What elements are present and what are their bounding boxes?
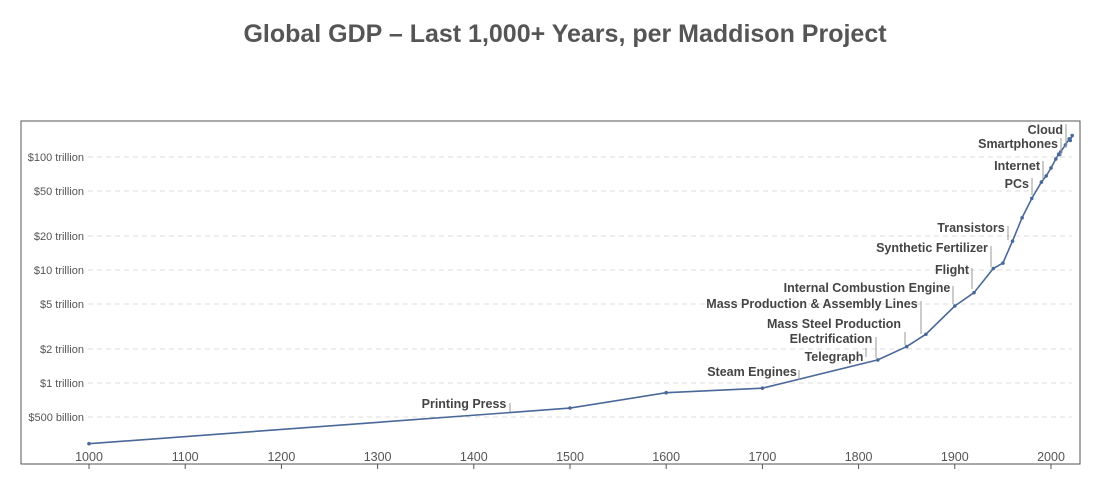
data-point [1020, 215, 1024, 220]
data-point [1054, 157, 1058, 161]
annotation-label: Steam Engines [707, 365, 797, 379]
y-tick-label: $1 trillion [40, 378, 84, 390]
y-tick-label: $2 trillion [40, 344, 84, 356]
annotation-label: Electrification [790, 332, 873, 346]
x-tick-label: 1500 [556, 450, 584, 464]
data-point [972, 290, 976, 295]
annotation-label: Telegraph [805, 350, 864, 364]
annotation-label: Smartphones [978, 137, 1058, 151]
y-axis-ticks: $500 billion $1 trillion $2 trillion $5 tri… [28, 152, 84, 424]
annotation-label: Internal Combustion Engine [784, 281, 951, 295]
y-tick-label: $10 trillion [34, 265, 84, 277]
data-point [924, 332, 928, 337]
annotation-label: Transistors [937, 221, 1004, 235]
data-point [1049, 166, 1053, 170]
x-axis-ticks: 1000 1100 1200 1300 1400 1500 1600 1700 1800 1900… [75, 450, 1065, 469]
y-tick-label: $20 trillion [34, 231, 84, 243]
x-tick-label: 1400 [460, 450, 488, 464]
x-tick-label: 1700 [748, 450, 776, 464]
data-point [904, 344, 909, 349]
x-tick-label: 1800 [845, 450, 873, 464]
data-point [876, 358, 880, 362]
annotation-label: Synthetic Fertilizer [876, 241, 988, 255]
annotation-label: Mass Steel Production [767, 317, 901, 331]
y-tick-label: $50 trillion [34, 186, 84, 198]
x-tick-label: 2000 [1037, 450, 1065, 464]
data-point [1044, 174, 1048, 178]
data-point [1001, 261, 1005, 265]
chart-title: Global GDP – Last 1,000+ Years, per Madd… [243, 20, 887, 48]
data-point [1068, 138, 1073, 143]
data-point [1070, 133, 1074, 138]
x-tick-label: 1300 [364, 450, 392, 464]
data-point [1063, 143, 1068, 147]
y-tick-label: $100 trillion [28, 152, 84, 164]
annotation-label: Mass Production & Assembly Lines [706, 297, 917, 311]
gridlines [88, 156, 1072, 418]
y-tick-label: $5 trillion [40, 299, 84, 311]
data-point [87, 441, 91, 446]
x-tick-label: 1200 [267, 450, 295, 464]
annotation-label: Internet [994, 159, 1041, 173]
x-tick-label: 1100 [172, 450, 199, 464]
data-point [1029, 196, 1034, 201]
data-point [664, 390, 668, 395]
data-point [568, 406, 572, 410]
annotation-label: Printing Press [422, 397, 507, 411]
data-point [953, 304, 957, 308]
y-tick-label: $500 billion [28, 412, 84, 424]
data-point [991, 266, 996, 271]
data-point [1039, 180, 1044, 184]
plot-frame [20, 120, 1081, 465]
x-tick-label: 1900 [941, 450, 969, 464]
data-point [1010, 239, 1015, 243]
annotations-layer: Printing Press Steam Engines Telegraph Elec… [422, 123, 1067, 412]
annotation-label: PCs [1005, 177, 1029, 191]
x-tick-label: 1600 [652, 450, 680, 464]
data-point [760, 386, 765, 390]
x-tick-label: 1000 [75, 450, 103, 464]
annotation-label: Flight [935, 263, 970, 277]
annotation-label: Cloud [1028, 123, 1063, 137]
